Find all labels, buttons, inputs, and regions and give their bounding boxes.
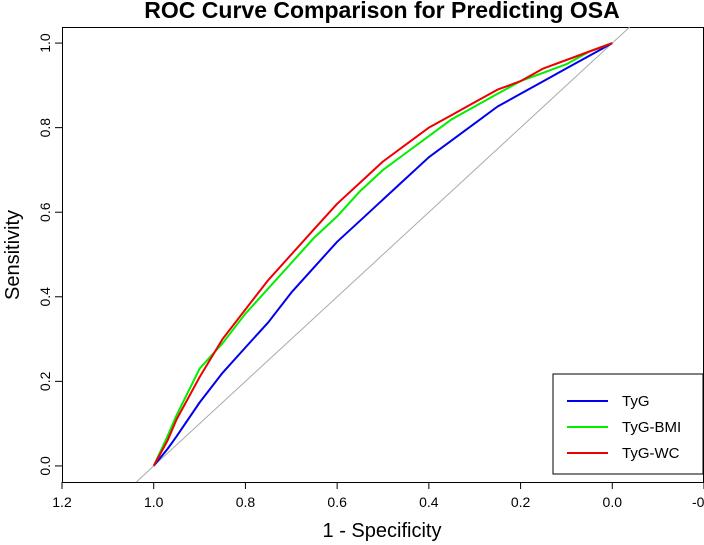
x-tick-label: 1.0 <box>144 494 164 510</box>
y-axis-label: Sensitivity <box>2 210 24 300</box>
y-tick-label: 0.4 <box>37 287 53 307</box>
y-tick-label: 1.0 <box>37 33 53 53</box>
roc-line-tyg-bmi <box>152 42 613 467</box>
legend-label-tyg-wc: TyG-WC <box>622 445 680 462</box>
x-axis-label: 1 - Specificity <box>323 520 442 542</box>
legend-label-tyg: TyG <box>622 393 650 410</box>
y-tick-label: 0.2 <box>37 371 53 391</box>
reference-diagonal-line <box>135 26 631 483</box>
x-tick-label: -0.2 <box>692 494 704 510</box>
legend-box <box>552 373 704 475</box>
y-tick-label: 0.6 <box>37 202 53 222</box>
x-axis: 1.2 1.0 0.8 0.6 0.4 0.2 0.0 -0.2 <box>52 482 704 510</box>
roc-line-tyg-wc <box>152 42 613 467</box>
x-tick-label: 0.2 <box>511 494 531 510</box>
x-tick-label: 1.2 <box>52 494 72 510</box>
y-tick-label: 0.8 <box>37 118 53 138</box>
x-tick-label: 0.8 <box>236 494 256 510</box>
x-tick-label: 0.0 <box>603 494 623 510</box>
y-tick-label: 0.0 <box>37 456 53 476</box>
legend-label-tyg-bmi: TyG-BMI <box>622 419 681 436</box>
y-axis: 0.0 0.2 0.4 0.6 0.8 1.0 <box>37 33 62 476</box>
chart-title: ROC Curve Comparison for Predicting OSA <box>144 0 619 23</box>
roc-series <box>152 42 613 467</box>
legend: TyG TyG-BMI TyG-WC <box>552 373 704 475</box>
roc-line-tyg <box>152 42 613 467</box>
x-tick-label: 0.6 <box>327 494 347 510</box>
x-tick-label: 0.4 <box>419 494 439 510</box>
